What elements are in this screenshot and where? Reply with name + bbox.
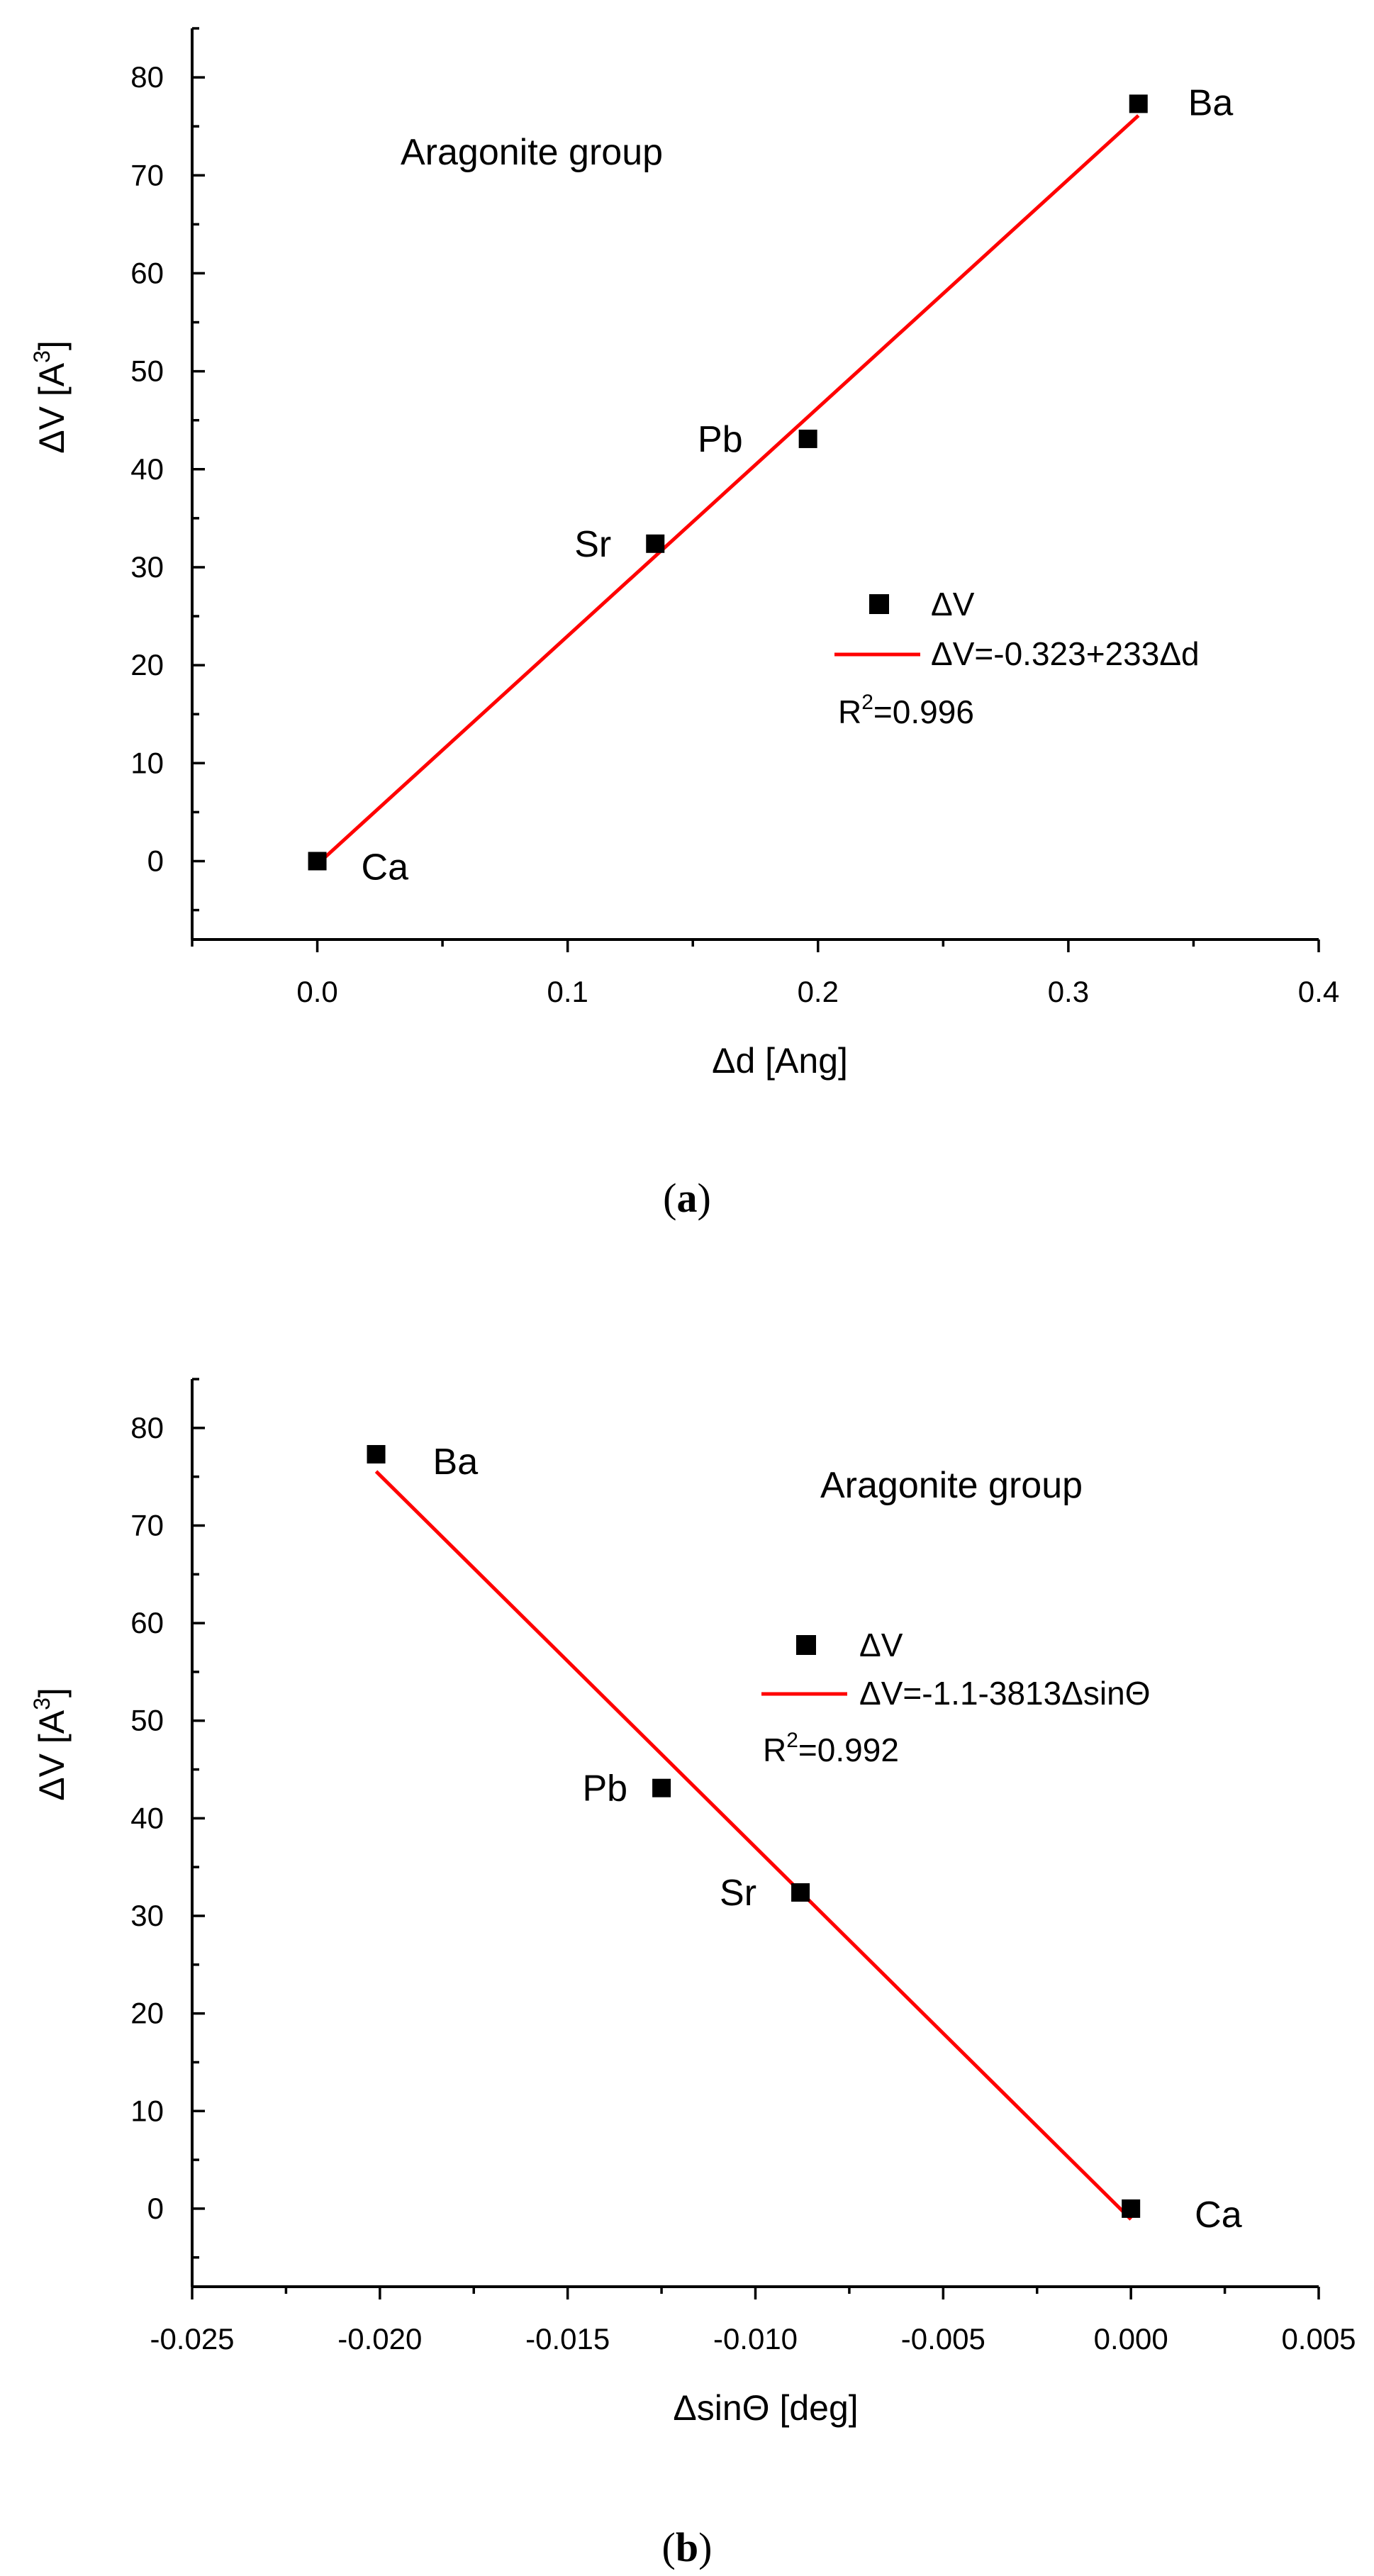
y-axis-title-end: ]: [32, 1688, 72, 1697]
legend-label-points: ΔV: [931, 586, 975, 623]
y-tick-label: 40: [130, 452, 164, 486]
x-axis-ticks: -0.025 -0.020 -0.015 -0.010 -0.005 0.000 0.005: [150, 2287, 1356, 2355]
y-axis-title: ΔV [A3]: [29, 340, 72, 454]
point-label: Pb: [582, 1768, 627, 1810]
caption-b: (b): [662, 2524, 713, 2570]
regression-line: [315, 114, 1140, 866]
legend-marker-square: [869, 594, 889, 614]
x-tick-label: 0.4: [1298, 975, 1339, 1008]
y-axis-ticks: 0 10 20 30 40 50 60 70 80: [130, 1378, 205, 2259]
point-label: Sr: [720, 1873, 756, 1914]
y-tick-label: 80: [130, 1411, 164, 1444]
r-squared-sup: 2: [861, 691, 873, 714]
y-tick-label: 10: [130, 2094, 164, 2127]
y-axis-title-main: ΔV [A: [32, 1710, 72, 1801]
point-label: Pb: [698, 419, 743, 460]
y-tick-label: 70: [130, 1508, 164, 1541]
r-squared-post: =0.996: [873, 693, 974, 730]
data-point: [652, 1778, 671, 1797]
r-squared-label: R2=0.996: [838, 691, 974, 730]
point-label: Ca: [362, 847, 409, 888]
y-tick-label: 70: [130, 158, 164, 191]
y-axis-title-main: ΔV [A: [32, 362, 72, 454]
data-points: Ba Pb Sr Ca: [367, 1442, 1242, 2236]
x-tick-label: 0.1: [547, 975, 588, 1008]
data-point: [367, 1444, 386, 1463]
data-point: [308, 852, 327, 871]
r-squared-pre: R: [838, 693, 861, 730]
x-axis-title: Δd [Ang]: [712, 1041, 848, 1081]
x-axis-ticks: 0.0 0.1 0.2 0.3 0.4: [191, 939, 1339, 1008]
y-tick-label: 20: [130, 648, 164, 681]
x-tick-label: 0.005: [1281, 2322, 1356, 2355]
legend-label-fit: ΔV=-0.323+233Δd: [931, 635, 1200, 672]
r-squared-pre: R: [763, 1732, 786, 1768]
chart-a: 0 10 20 30 40 50 60 70 80 0.0 0.1 0.2 0.3 0.4 Ca Sr Pb…: [29, 27, 1339, 1221]
y-tick-label: 50: [130, 1704, 164, 1737]
y-tick-label: 80: [130, 60, 164, 94]
caption-letter: a: [677, 1175, 698, 1221]
caption-a: (a): [663, 1175, 711, 1221]
caption-open: (: [662, 2524, 676, 2570]
y-tick-label: 30: [130, 1899, 164, 1932]
caption-close: ): [698, 1175, 711, 1221]
regression-line: [374, 1470, 1132, 2221]
data-point: [798, 429, 817, 448]
data-point: [1122, 2199, 1141, 2218]
data-point: [791, 1883, 810, 1902]
x-tick-label: 0.2: [798, 975, 839, 1008]
x-tick-label: -0.005: [901, 2322, 985, 2355]
y-axis-ticks: 0 10 20 30 40 50 60 70 80: [130, 27, 205, 912]
x-tick-label: -0.020: [337, 2322, 422, 2355]
y-tick-label: 60: [130, 1606, 164, 1639]
y-axis-title-sup: 3: [29, 350, 55, 363]
data-point: [646, 534, 665, 553]
legend-label-points: ΔV: [859, 1627, 903, 1663]
data-point: [1129, 94, 1148, 113]
y-tick-label: 10: [130, 746, 164, 779]
y-tick-label: 0: [147, 2192, 164, 2225]
y-tick-label: 0: [147, 844, 164, 877]
legend: ΔV ΔV=-1.1-3813ΔsinΘ R2=0.992: [761, 1627, 1151, 1768]
legend-label-fit: ΔV=-1.1-3813ΔsinΘ: [859, 1675, 1151, 1712]
caption-close: ): [698, 2524, 712, 2570]
y-axis-title-end: ]: [32, 340, 72, 350]
fit-line: [315, 114, 1140, 866]
x-axis-title: ΔsinΘ [deg]: [673, 2388, 858, 2428]
y-tick-label: 50: [130, 355, 164, 388]
x-tick-label: -0.015: [525, 2322, 610, 2355]
y-tick-label: 60: [130, 256, 164, 289]
x-tick-label: -0.025: [150, 2322, 234, 2355]
y-tick-label: 20: [130, 1997, 164, 2030]
x-tick-label: 0.3: [1048, 975, 1089, 1008]
y-tick-label: 40: [130, 1801, 164, 1834]
caption-open: (: [663, 1175, 676, 1221]
legend: ΔV ΔV=-0.323+233Δd R2=0.996: [834, 586, 1200, 730]
x-tick-label: -0.010: [713, 2322, 798, 2355]
point-label: Ca: [1195, 2195, 1242, 2236]
point-label: Ba: [433, 1442, 479, 1483]
y-axis-title: ΔV [A3]: [29, 1688, 72, 1801]
x-tick-label: 0.000: [1094, 2322, 1168, 2355]
y-axis-title-sup: 3: [29, 1697, 55, 1710]
y-tick-label: 30: [130, 550, 164, 584]
point-label: Sr: [574, 524, 611, 565]
r-squared-sup: 2: [786, 1729, 798, 1752]
group-annotation: Aragonite group: [401, 132, 663, 173]
legend-marker-square: [796, 1635, 816, 1655]
r-squared-post: =0.992: [798, 1732, 899, 1768]
group-annotation: Aragonite group: [820, 1465, 1083, 1506]
fit-line: [374, 1470, 1132, 2221]
x-tick-label: 0.0: [296, 975, 337, 1008]
caption-letter: b: [676, 2524, 698, 2570]
point-label: Ba: [1188, 82, 1234, 123]
data-points: Ca Sr Pb Ba: [308, 82, 1234, 888]
r-squared-label: R2=0.992: [763, 1729, 899, 1768]
